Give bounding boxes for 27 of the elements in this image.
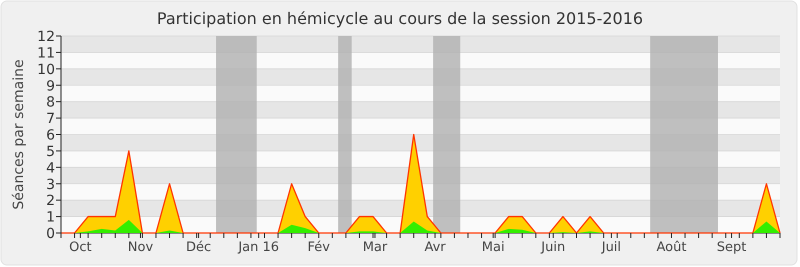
- y-tick-label: 5: [46, 144, 55, 160]
- y-tick-label: 6: [46, 128, 56, 144]
- y-tick-label: 11: [37, 45, 55, 62]
- x-tick-label: Déc: [186, 240, 212, 255]
- x-tick-label: Juin: [540, 240, 566, 255]
- y-tick-label: 0: [46, 226, 55, 242]
- y-tick-label: 3: [46, 176, 55, 193]
- x-tick-label: Mai: [482, 240, 505, 255]
- y-tick-label: 10: [37, 62, 55, 78]
- y-tick-label: 2: [46, 193, 55, 210]
- y-tick-label: 1: [46, 210, 55, 226]
- y-tick-label: 12: [37, 29, 55, 45]
- x-tick-label: Fév: [308, 240, 330, 255]
- x-tick-label: Jan 16: [237, 240, 280, 255]
- x-tick-label: Mar: [362, 240, 388, 255]
- x-tick-label: Avr: [424, 240, 446, 255]
- y-tick-label: 4: [46, 160, 56, 176]
- y-tick-label: 7: [46, 111, 55, 128]
- x-tick-label: Sept: [716, 240, 746, 255]
- y-tick-label: 9: [46, 78, 55, 94]
- y-axis-title: Séances par semaine: [11, 59, 27, 210]
- chart-title: Participation en hémicycle au cours de la session 2015-2016: [156, 9, 644, 28]
- x-tick-label: Juil: [600, 240, 622, 255]
- y-tick-label: 8: [46, 94, 55, 111]
- x-tick-label: Août: [656, 240, 686, 255]
- x-tick-label: Oct: [69, 240, 92, 255]
- x-tick-label: Nov: [128, 240, 154, 255]
